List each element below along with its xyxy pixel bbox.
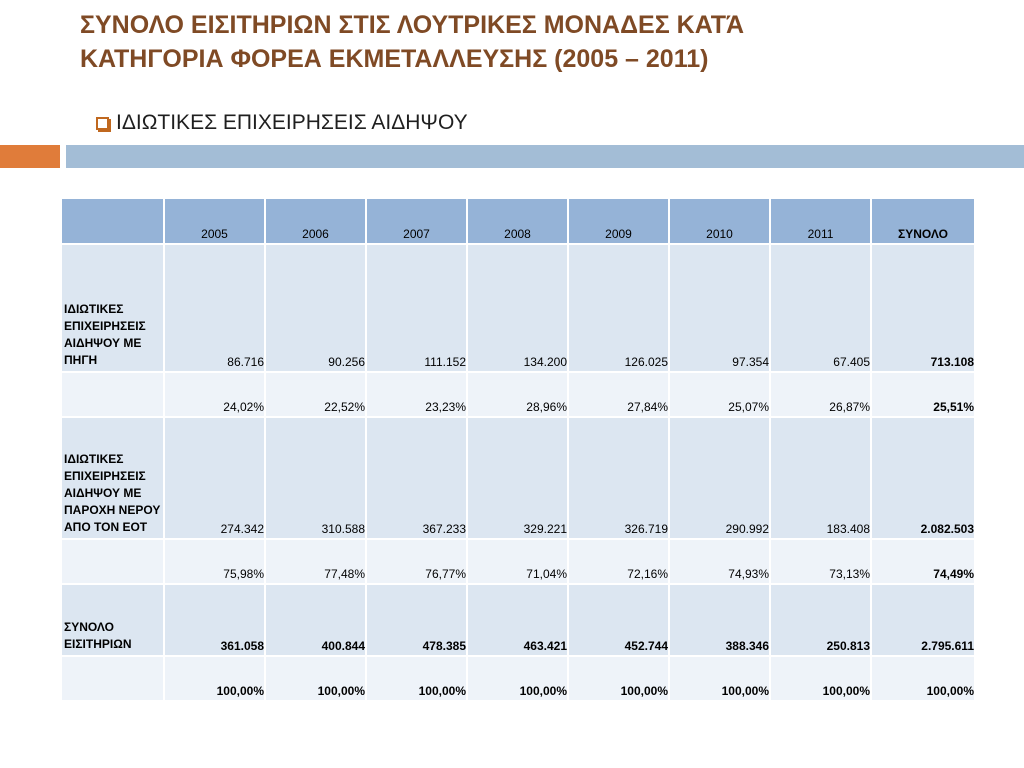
table-cell-total: 25,51% [872,373,974,416]
tickets-table: 2005 2006 2007 2008 2009 2010 2011 ΣΥΝΟΛ… [60,197,976,702]
table-row: ΙΔΙΩΤΙΚΕΣ ΕΠΙΧΕΙΡΗΣΕΙΣ ΑΙΔΗΨΟΥ ΜΕ ΠΑΡΟΧΗ… [62,418,974,538]
table-cell: 290.992 [670,418,769,538]
row-label [62,540,163,583]
table-cell-total: 2.082.503 [872,418,974,538]
table-cell: 100,00% [771,657,870,700]
table-cell: 26,87% [771,373,870,416]
table-cell: 25,07% [670,373,769,416]
column-header: 2009 [569,199,668,243]
table-cell: 310.588 [266,418,365,538]
table-cell: 100,00% [468,657,567,700]
column-header: 2011 [771,199,870,243]
table-cell-total: 713.108 [872,245,974,371]
table-cell: 134.200 [468,245,567,371]
table-cell: 463.421 [468,585,567,655]
table-cell: 250.813 [771,585,870,655]
table-row: 75,98% 77,48% 76,77% 71,04% 72,16% 74,93… [62,540,974,583]
table-cell: 100,00% [367,657,466,700]
table-cell: 126.025 [569,245,668,371]
table-header-row: 2005 2006 2007 2008 2009 2010 2011 ΣΥΝΟΛ… [62,199,974,243]
section-bullet: ΙΔΙΩΤΙΚΕΣ ΕΠΙΧΕΙΡΗΣΕΙΣ ΑΙΔΗΨΟΥ [96,111,468,135]
accent-bar-blue [66,145,1024,168]
table-row: 24,02% 22,52% 23,23% 28,96% 27,84% 25,07… [62,373,974,416]
table-cell: 22,52% [266,373,365,416]
row-label: ΙΔΙΩΤΙΚΕΣ ΕΠΙΧΕΙΡΗΣΕΙΣ ΑΙΔΗΨΟΥ ΜΕ ΠΑΡΟΧΗ… [62,418,163,538]
column-header-total: ΣΥΝΟΛΟ [872,199,974,243]
table-cell: 76,77% [367,540,466,583]
column-header: 2005 [165,199,264,243]
table-cell: 86.716 [165,245,264,371]
table-row: ΣΥΝΟΛΟ ΕΙΣΙΤΗΡΙΩΝ 361.058 400.844 478.38… [62,585,974,655]
table-cell: 77,48% [266,540,365,583]
table-cell: 111.152 [367,245,466,371]
accent-bar-orange [0,145,60,168]
table-cell: 367.233 [367,418,466,538]
table-cell: 71,04% [468,540,567,583]
table-cell: 24,02% [165,373,264,416]
row-label [62,373,163,416]
table-cell-total: 2.795.611 [872,585,974,655]
table-cell: 67.405 [771,245,870,371]
table-cell: 329.221 [468,418,567,538]
table-cell: 28,96% [468,373,567,416]
table-cell: 478.385 [367,585,466,655]
table-cell: 74,93% [670,540,769,583]
slide-title-line2: ΚΑΤΗΓΟΡΙΑ ΦΟΡΕΑ ΕΚΜΕΤΑΛΛΕΥΣΗΣ (2005 – 20… [80,45,709,73]
table-row: 100,00% 100,00% 100,00% 100,00% 100,00% … [62,657,974,700]
table-cell: 100,00% [266,657,365,700]
table-cell: 388.346 [670,585,769,655]
checkbox-bullet-icon [96,116,109,130]
column-header: 2006 [266,199,365,243]
table-cell: 97.354 [670,245,769,371]
slide-title-line1: ΣΥΝΟΛΟ ΕΙΣΙΤΗΡΙΩΝ ΣΤΙΣ ΛΟΥΤΡΙΚΕΣ ΜΟΝΑΔΕΣ… [80,11,745,39]
table-cell: 23,23% [367,373,466,416]
table-cell: 274.342 [165,418,264,538]
table-cell: 183.408 [771,418,870,538]
table-cell: 400.844 [266,585,365,655]
table-cell: 100,00% [670,657,769,700]
column-header: 2007 [367,199,466,243]
table-cell: 75,98% [165,540,264,583]
column-header: 2010 [670,199,769,243]
row-label: ΣΥΝΟΛΟ ΕΙΣΙΤΗΡΙΩΝ [62,585,163,655]
table-cell: 100,00% [165,657,264,700]
table-cell: 100,00% [569,657,668,700]
table-row: ΙΔΙΩΤΙΚΕΣ ΕΠΙΧΕΙΡΗΣΕΙΣ ΑΙΔΗΨΟΥ ΜΕ ΠΗΓΗ 8… [62,245,974,371]
row-label [62,657,163,700]
table-cell: 361.058 [165,585,264,655]
table-cell: 326.719 [569,418,668,538]
section-bullet-text: ΙΔΙΩΤΙΚΕΣ ΕΠΙΧΕΙΡΗΣΕΙΣ ΑΙΔΗΨΟΥ [116,111,468,134]
table-cell: 73,13% [771,540,870,583]
column-header [62,199,163,243]
table-cell: 72,16% [569,540,668,583]
table-cell: 90.256 [266,245,365,371]
row-label: ΙΔΙΩΤΙΚΕΣ ΕΠΙΧΕΙΡΗΣΕΙΣ ΑΙΔΗΨΟΥ ΜΕ ΠΗΓΗ [62,245,163,371]
table-cell: 27,84% [569,373,668,416]
table-cell: 452.744 [569,585,668,655]
table-cell-total: 74,49% [872,540,974,583]
slide-title: ΣΥΝΟΛΟ ΕΙΣΙΤΗΡΙΩΝ ΣΤΙΣ ΛΟΥΤΡΙΚΕΣ ΜΟΝΑΔΕΣ… [80,8,1000,76]
table-cell-total: 100,00% [872,657,974,700]
column-header: 2008 [468,199,567,243]
